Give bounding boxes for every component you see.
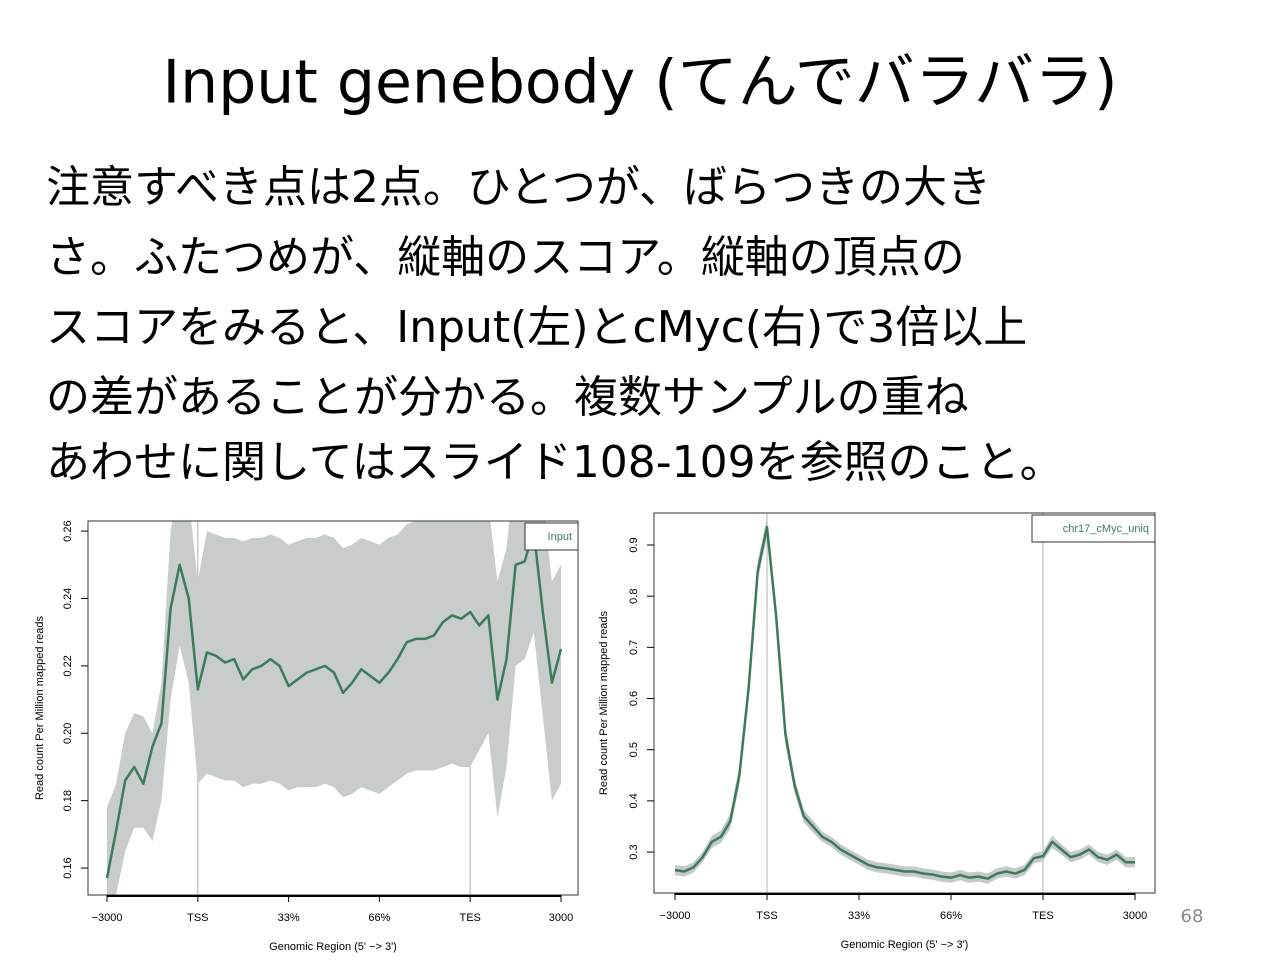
legend-box [524,522,579,551]
page-number: 68 [1181,906,1204,927]
y-tick-label: 0.7 [628,640,640,655]
x-tick-label: TES [1032,910,1053,922]
legend-label: chr17_cMyc_uniq [1063,523,1149,535]
y-tick-label: 0.22 [62,655,74,676]
x-tick-label: TSS [756,910,777,922]
legend-box [1031,514,1156,543]
body-line: さ。ふたつめが、縦軸のスコア。縦軸の頂点の [46,232,965,283]
x-axis-label: Genomic Region (5' −> 3') [841,939,969,951]
slide-title: Input genebody (てんでバラバラ) [162,48,1117,118]
y-axis-label: Read count Per Million mapped reads [34,615,46,800]
x-tick-label: 66% [368,912,390,924]
x-tick-label: 33% [278,912,300,924]
confidence-band [107,521,561,895]
plot-area [105,521,563,895]
plot-area [674,513,1135,893]
y-tick-label: 0.4 [628,793,640,808]
body-line: スコアをみると、Input(左)とcMyc(右)で3倍以上 [46,302,1027,353]
y-tick-label: 0.20 [62,723,74,744]
y-tick-label: 0.8 [628,589,640,604]
x-tick-label: TES [459,912,480,924]
x-tick-label: −3000 [660,910,691,922]
y-axis-label: Read count Per Million mapped reads [598,610,610,795]
y-tick-label: 0.16 [62,857,74,878]
x-tick-label: 3000 [549,912,573,924]
x-tick-label: 3000 [1123,910,1147,922]
x-tick-label: 33% [848,910,870,922]
x-tick-label: 66% [940,910,962,922]
x-axis-label: Genomic Region (5' −> 3') [269,941,397,953]
y-tick-label: 0.6 [628,691,640,706]
legend-label: Input [548,531,572,543]
y-tick-label: 0.5 [628,742,640,757]
y-tick-label: 0.26 [62,520,74,541]
x-tick-label: TSS [187,912,208,924]
body-line: 注意すべき点は2点。ひとつが、ばらつきの大き [46,162,991,213]
data-line [105,529,563,879]
y-tick-label: 0.24 [62,588,74,609]
y-tick-label: 0.18 [62,790,74,811]
y-tick-label: 0.3 [628,844,640,859]
confidence-band [675,516,1135,884]
plot-frame [653,512,1156,894]
body-line: あわせに関してはスライド108-109を参照のこと。 [46,437,1064,488]
y-tick-label: 0.9 [628,537,640,552]
body-line: の差があることが分かる。複数サンプルの重ね [46,372,969,423]
data-line [674,525,1135,880]
x-tick-label: −3000 [92,912,123,924]
